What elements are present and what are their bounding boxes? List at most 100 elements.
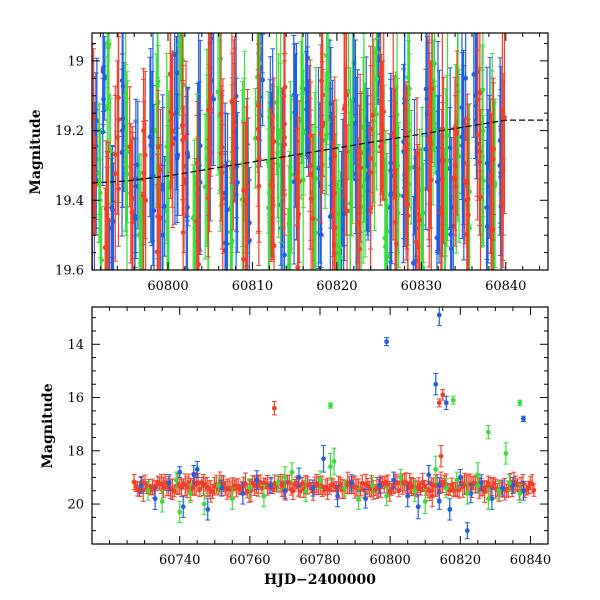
data-point-green <box>450 395 456 405</box>
data-point-blue <box>520 480 526 501</box>
data-point-green <box>398 468 404 486</box>
data-point-blue <box>224 113 230 270</box>
data-point-red <box>180 138 186 270</box>
x-tick-label: 60800 <box>147 279 188 294</box>
data-point-green <box>412 479 418 502</box>
data-point-green <box>384 486 390 506</box>
data-point-green <box>349 33 355 224</box>
x-tick-label: 60780 <box>299 553 340 568</box>
bottom-panel: 60740 60760 60780 60800 60820 60840 14 16 18 20 M… <box>40 306 551 588</box>
data-point-blue <box>335 484 341 508</box>
data-point-red <box>105 142 111 270</box>
data-point-blue <box>152 487 158 510</box>
data-point-blue <box>349 474 355 492</box>
data-point-red <box>477 33 483 172</box>
data-point-red <box>271 162 277 270</box>
data-point-green <box>177 500 183 524</box>
data-point-red <box>218 33 224 207</box>
data-point-green <box>229 487 235 510</box>
data-point-red <box>103 140 109 270</box>
data-point-blue <box>180 495 186 518</box>
y-tick-label: 19.4 <box>55 194 84 209</box>
data-point-red <box>241 121 247 259</box>
data-point-blue <box>433 373 439 396</box>
data-point-green <box>301 69 307 196</box>
data-point-red <box>426 39 432 241</box>
data-point-red <box>155 89 161 205</box>
data-point-red <box>490 150 496 270</box>
x-tick-label: 60840 <box>510 553 551 568</box>
data-point-blue <box>138 476 144 494</box>
data-point-blue <box>160 106 166 270</box>
data-point-blue <box>510 476 516 494</box>
data-point-red <box>308 124 314 270</box>
data-point-blue <box>296 467 302 488</box>
data-point-blue <box>443 395 449 411</box>
data-point-green <box>328 452 334 481</box>
data-point-green <box>496 480 502 501</box>
data-point-red <box>415 167 421 270</box>
data-point-red <box>229 33 235 184</box>
data-point-green <box>215 476 221 494</box>
data-point-red <box>143 120 149 270</box>
data-point-blue <box>384 337 390 347</box>
data-point-blue <box>484 126 490 270</box>
data-point-blue <box>391 471 397 489</box>
data-point-blue <box>240 482 246 505</box>
data-point-red <box>332 76 338 236</box>
data-point-green <box>485 425 491 440</box>
data-point-green <box>371 39 377 203</box>
data-point-green <box>362 82 368 258</box>
data-point-red <box>429 33 435 164</box>
data-point-green <box>503 442 509 465</box>
y-tick-label: 19.2 <box>55 124 84 139</box>
data-point-red <box>295 116 301 227</box>
data-point-blue <box>119 68 125 237</box>
top-y-axis-title: Magnitude <box>28 109 44 194</box>
data-point-blue <box>447 106 453 231</box>
data-point-blue <box>363 488 369 509</box>
bottom-x-axis-title: HJD−2400000 <box>264 572 376 588</box>
data-point-blue <box>489 487 495 510</box>
x-tick-label: 60840 <box>485 279 526 294</box>
data-point-blue <box>468 483 474 504</box>
data-point-green <box>176 33 182 117</box>
data-point-red <box>429 484 435 508</box>
data-point-green <box>485 487 491 510</box>
data-point-green <box>331 447 337 476</box>
data-point-green <box>278 33 284 244</box>
x-tick-label: 60820 <box>316 279 357 294</box>
data-point-green <box>145 480 151 501</box>
bottom-plot-area <box>131 307 537 540</box>
data-point-blue <box>254 470 260 490</box>
x-tick-label: 60830 <box>401 279 442 294</box>
data-point-red <box>414 97 420 210</box>
data-point-blue <box>435 41 441 255</box>
data-point-green <box>265 91 271 234</box>
data-point-blue <box>219 479 225 497</box>
data-point-red <box>381 33 387 200</box>
data-point-red <box>318 44 324 224</box>
data-point-green <box>480 44 486 218</box>
data-point-green <box>385 203 391 270</box>
data-point-blue <box>321 444 327 473</box>
data-point-green <box>443 478 449 498</box>
data-point-red <box>452 76 458 182</box>
band-point <box>394 475 400 490</box>
y-tick-label: 16 <box>67 391 84 406</box>
data-point-green <box>202 113 208 260</box>
data-point-red <box>438 444 444 468</box>
data-point-red <box>501 33 507 214</box>
data-point-blue <box>166 474 172 492</box>
bottom-axes: 60740 60760 60780 60800 60820 60840 14 16 18 20 <box>67 307 551 568</box>
y-tick-label: 19.6 <box>55 264 84 279</box>
data-point-red <box>112 95 118 214</box>
data-point-red <box>271 401 277 416</box>
data-point-blue <box>415 494 421 520</box>
data-point-blue <box>175 94 181 216</box>
data-point-blue <box>499 479 505 497</box>
top-frame <box>91 32 549 271</box>
data-point-green <box>342 479 348 497</box>
data-point-red <box>183 60 189 215</box>
data-point-red <box>330 141 336 270</box>
